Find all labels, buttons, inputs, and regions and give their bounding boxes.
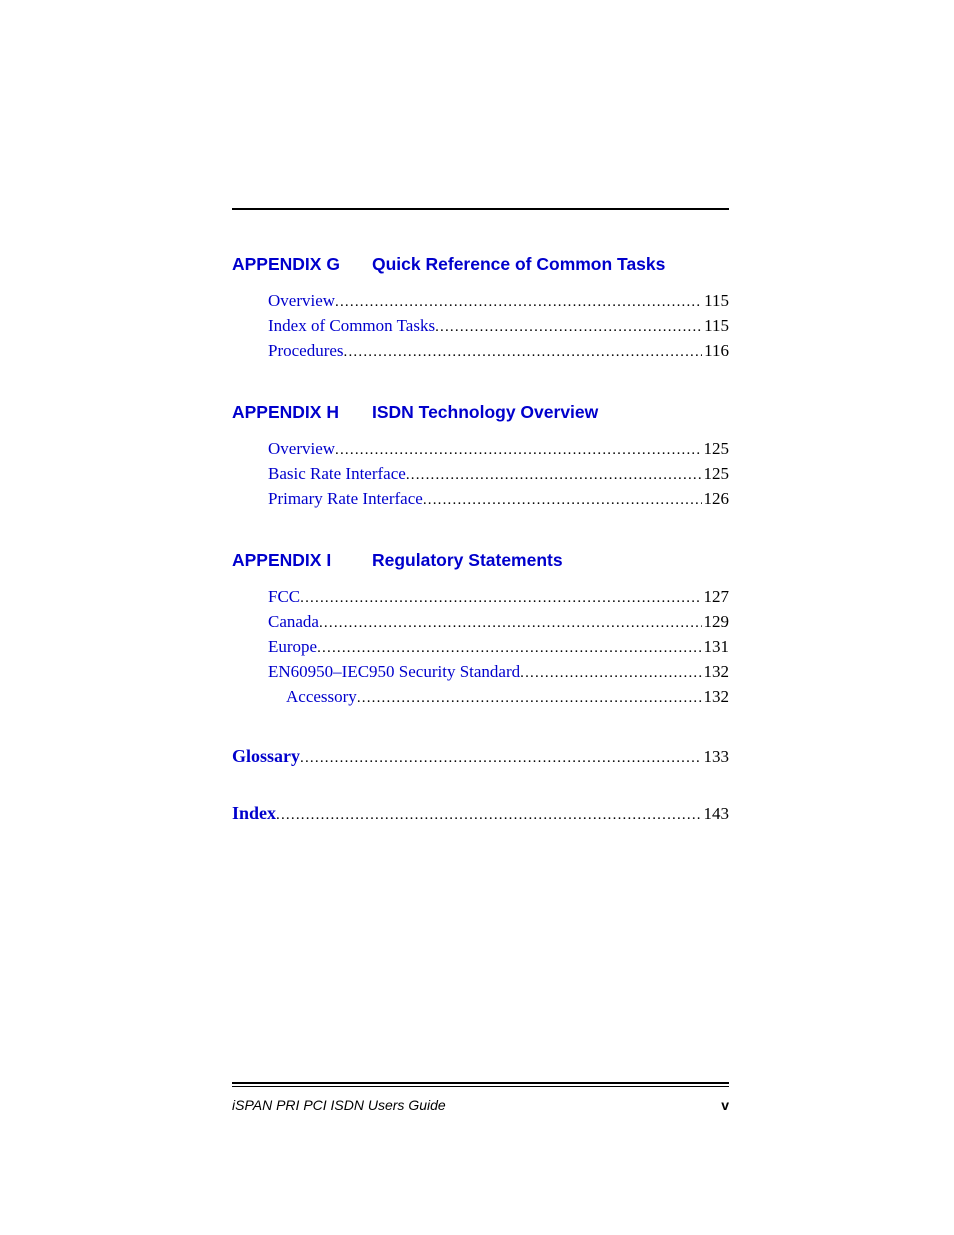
appendix-label: APPENDIX H bbox=[232, 402, 372, 423]
entry-page: 115 bbox=[702, 314, 729, 338]
entry-page: 125 bbox=[702, 462, 730, 486]
leader-dots: ........................................… bbox=[520, 661, 701, 685]
footer-rule-thick bbox=[232, 1082, 729, 1084]
entry-label[interactable]: Basic Rate Interface bbox=[268, 462, 406, 486]
toc-entry: EN60950–IEC950 Security Standard .......… bbox=[232, 660, 729, 685]
leader-dots: ........................................… bbox=[335, 438, 701, 462]
entry-label[interactable]: EN60950–IEC950 Security Standard bbox=[268, 660, 520, 684]
leader-dots: ........................................… bbox=[435, 315, 702, 339]
entry-page: 132 bbox=[702, 685, 730, 709]
leader-dots: ........................................… bbox=[276, 807, 701, 824]
index-label[interactable]: Index bbox=[232, 803, 276, 824]
entry-page: 126 bbox=[702, 487, 730, 511]
entry-label[interactable]: Overview bbox=[268, 437, 335, 461]
toc-entry: Accessory ..............................… bbox=[232, 685, 729, 710]
index-entry: Index ..................................… bbox=[232, 803, 729, 824]
toc-entry: Canada .................................… bbox=[232, 610, 729, 635]
leader-dots: ........................................… bbox=[335, 290, 702, 314]
toc-entry: Overview ...............................… bbox=[232, 437, 729, 462]
footer-title: iSPAN PRI PCI ISDN Users Guide bbox=[232, 1097, 446, 1113]
toc-entry: Index of Common Tasks ..................… bbox=[232, 314, 729, 339]
appendix-label: APPENDIX I bbox=[232, 550, 372, 571]
leader-dots: ........................................… bbox=[300, 586, 701, 610]
toc-entry: Basic Rate Interface ...................… bbox=[232, 462, 729, 487]
glossary-page: 133 bbox=[702, 747, 730, 767]
section-heading: APPENDIX I Regulatory Statements bbox=[232, 550, 729, 571]
section-appendix-h: APPENDIX H ISDN Technology Overview Over… bbox=[232, 402, 729, 512]
leader-dots: ........................................… bbox=[300, 750, 701, 767]
entry-label[interactable]: FCC bbox=[268, 585, 300, 609]
entry-label[interactable]: Overview bbox=[268, 289, 335, 313]
footer-line: iSPAN PRI PCI ISDN Users Guide v bbox=[232, 1097, 729, 1113]
section-appendix-g: APPENDIX G Quick Reference of Common Tas… bbox=[232, 254, 729, 364]
appendix-title: ISDN Technology Overview bbox=[372, 402, 729, 423]
toc-entry: Primary Rate Interface .................… bbox=[232, 487, 729, 512]
glossary-label[interactable]: Glossary bbox=[232, 746, 300, 767]
entry-page: 115 bbox=[702, 289, 729, 313]
appendix-title: Quick Reference of Common Tasks bbox=[372, 254, 729, 275]
entry-page: 127 bbox=[702, 585, 730, 609]
entry-page: 131 bbox=[702, 635, 730, 659]
toc-entry: Procedures .............................… bbox=[232, 339, 729, 364]
entry-page: 116 bbox=[702, 339, 729, 363]
entry-page: 129 bbox=[702, 610, 730, 634]
toc-entry: FCC ....................................… bbox=[232, 585, 729, 610]
section-appendix-i: APPENDIX I Regulatory Statements FCC ...… bbox=[232, 550, 729, 710]
footer-rule-thin bbox=[232, 1086, 729, 1087]
leader-dots: ........................................… bbox=[344, 340, 703, 364]
leader-dots: ........................................… bbox=[406, 463, 702, 487]
footer-page-number: v bbox=[721, 1097, 729, 1113]
entry-label[interactable]: Primary Rate Interface bbox=[268, 487, 423, 511]
leader-dots: ........................................… bbox=[423, 488, 702, 512]
entry-label[interactable]: Procedures bbox=[268, 339, 344, 363]
entry-label[interactable]: Canada bbox=[268, 610, 319, 634]
section-heading: APPENDIX H ISDN Technology Overview bbox=[232, 402, 729, 423]
toc-entry: Europe .................................… bbox=[232, 635, 729, 660]
entry-page: 132 bbox=[702, 660, 730, 684]
section-heading: APPENDIX G Quick Reference of Common Tas… bbox=[232, 254, 729, 275]
appendix-title: Regulatory Statements bbox=[372, 550, 729, 571]
leader-dots: ........................................… bbox=[319, 611, 702, 635]
leader-dots: ........................................… bbox=[317, 636, 701, 660]
toc-content: APPENDIX G Quick Reference of Common Tas… bbox=[232, 208, 729, 824]
glossary-entry: Glossary ...............................… bbox=[232, 746, 729, 767]
appendix-label: APPENDIX G bbox=[232, 254, 372, 275]
entry-label[interactable]: Europe bbox=[268, 635, 317, 659]
entry-label[interactable]: Accessory bbox=[286, 685, 357, 709]
index-page: 143 bbox=[702, 804, 730, 824]
leader-dots: ........................................… bbox=[357, 686, 702, 710]
entry-page: 125 bbox=[702, 437, 730, 461]
footer: iSPAN PRI PCI ISDN Users Guide v bbox=[232, 1082, 729, 1113]
page: APPENDIX G Quick Reference of Common Tas… bbox=[0, 0, 954, 1235]
entry-label[interactable]: Index of Common Tasks bbox=[268, 314, 435, 338]
toc-entry: Overview ...............................… bbox=[232, 289, 729, 314]
